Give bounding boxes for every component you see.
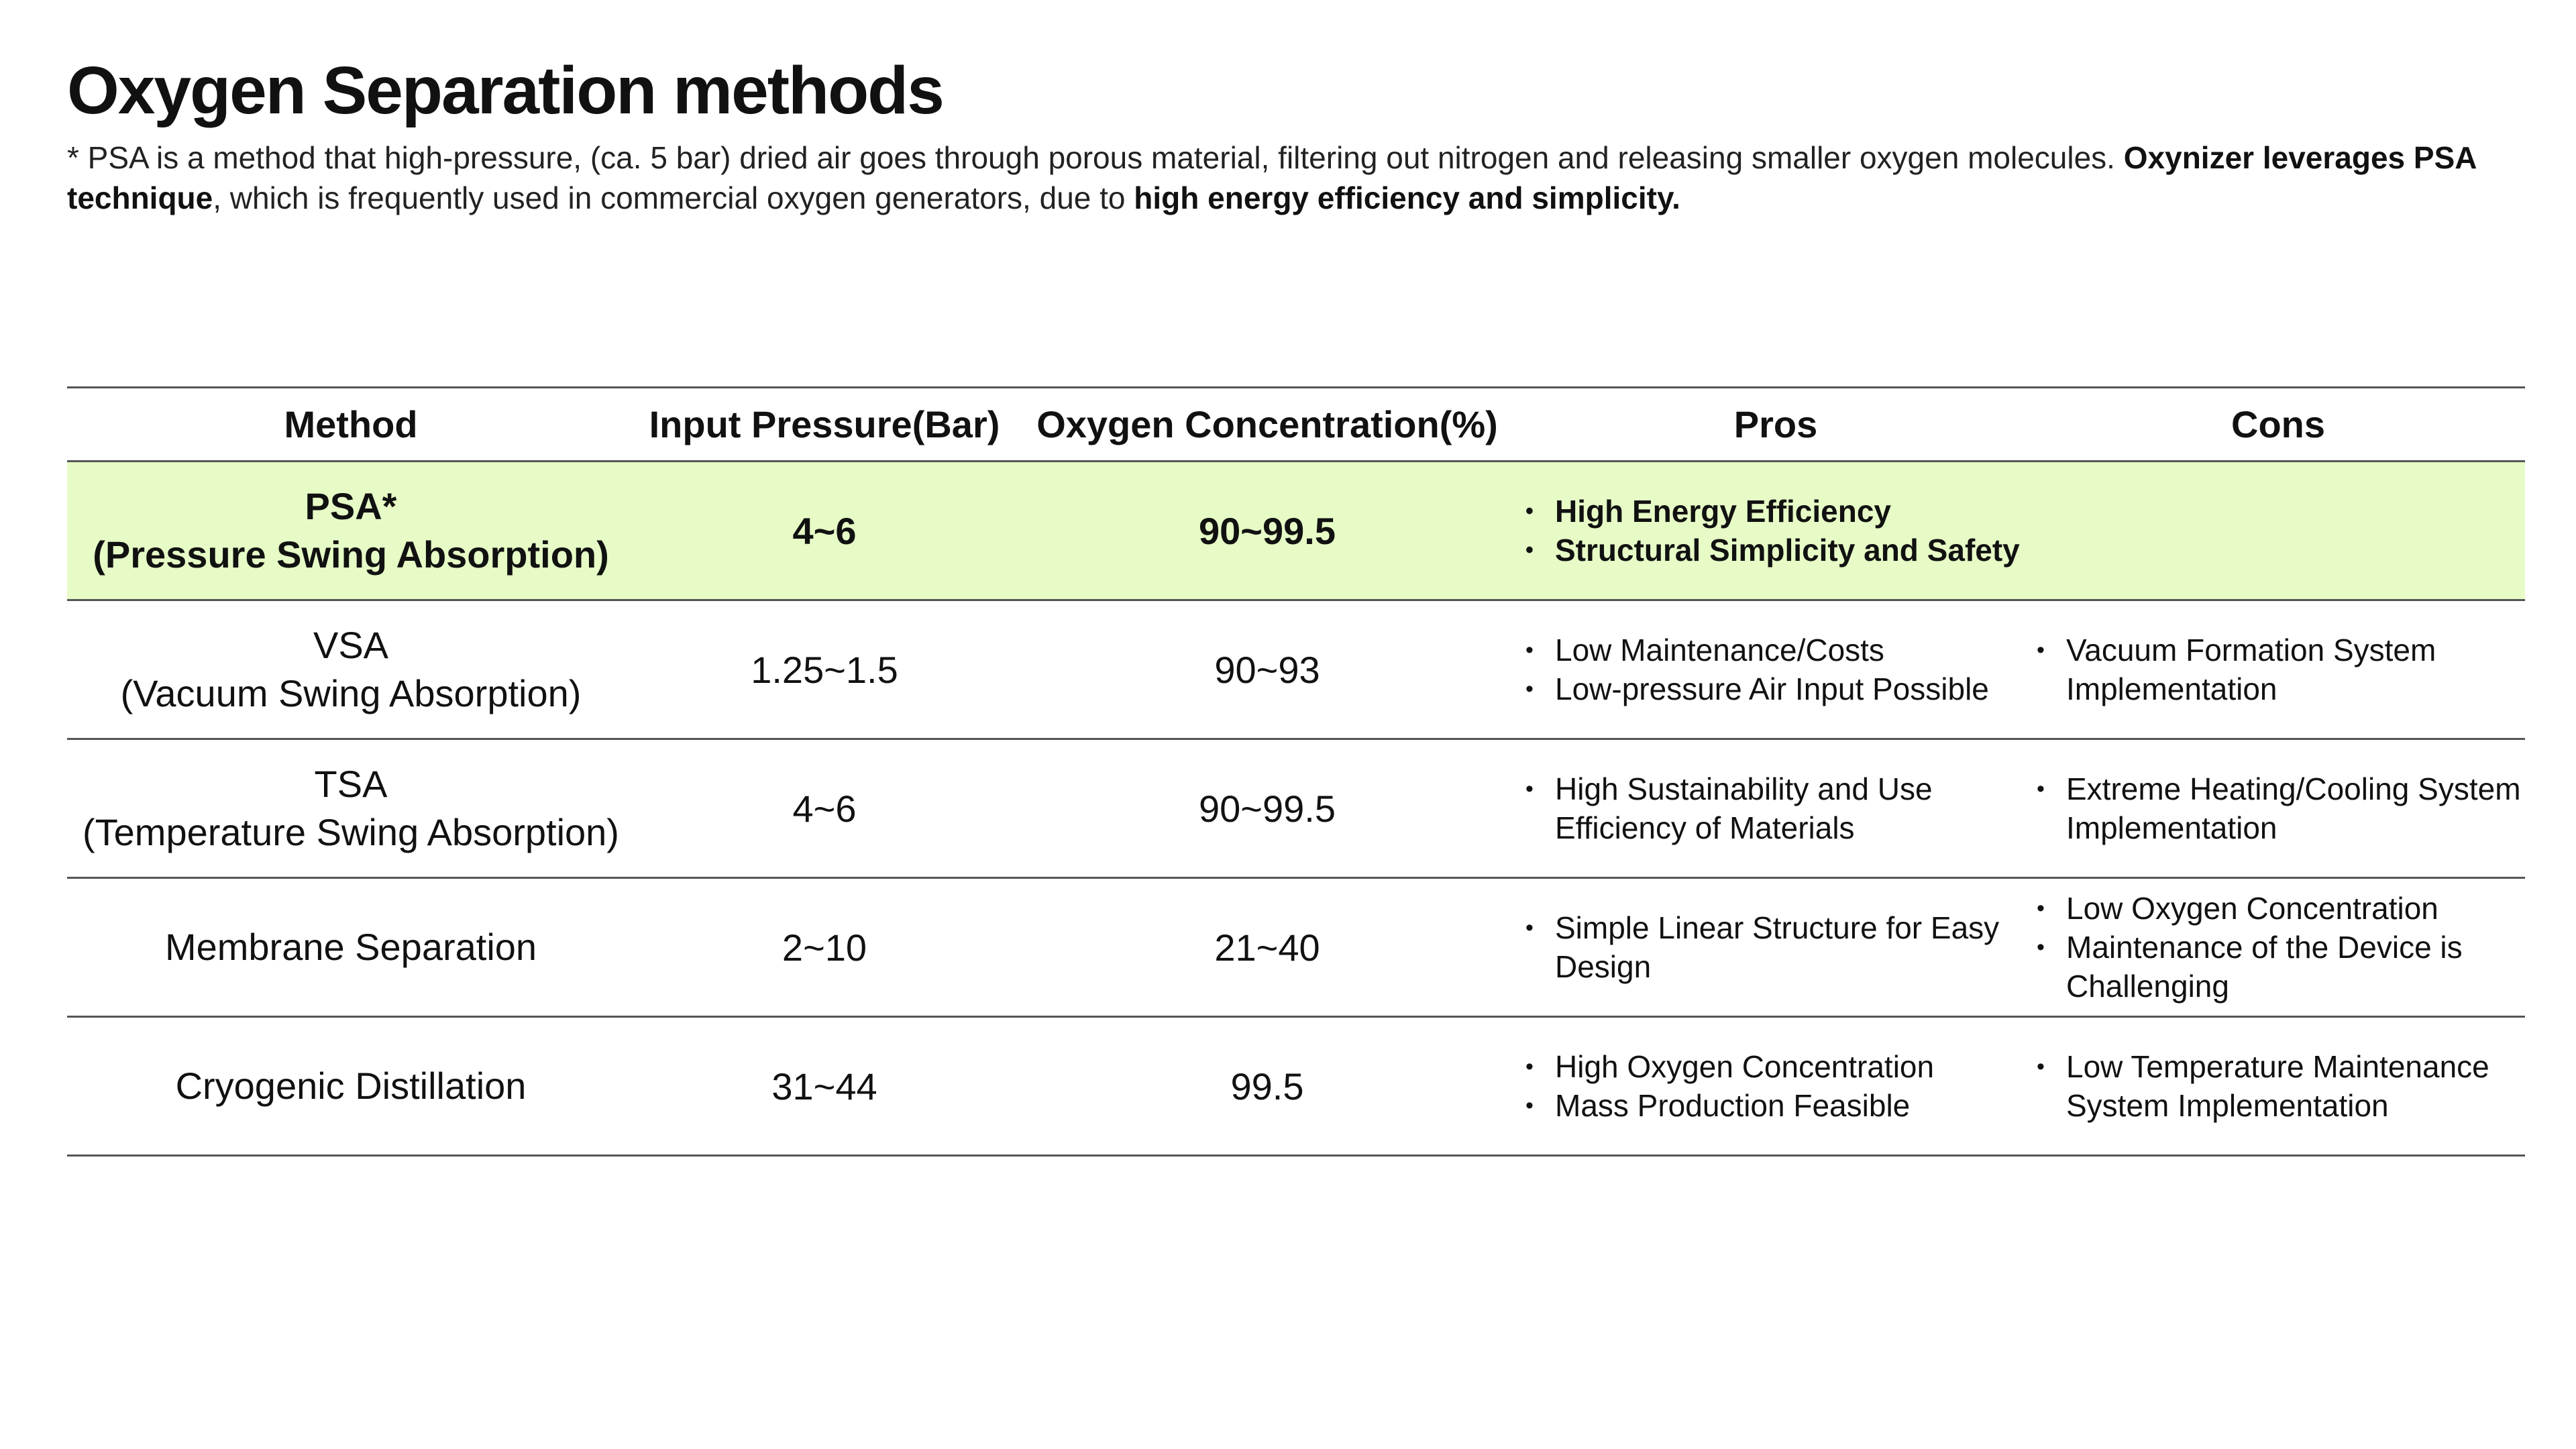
cons-list: Extreme Heating/Cooling System Implement…: [2031, 769, 2525, 847]
con-item: Vacuum Formation System Implementation: [2037, 631, 2525, 708]
table-row: TSA (Temperature Swing Absorption) 4~6 90~9…: [67, 739, 2525, 878]
table-row: PSA* (Pressure Swing Absorption) 4~6 90~99.…: [67, 461, 2525, 600]
pro-item: Low-pressure Air Input Possible: [1525, 669, 2031, 708]
subtitle-bold-2: high energy efficiency and simplicity.: [1134, 180, 1680, 215]
input-pressure-cell: 4~6: [792, 509, 857, 552]
con-item: Maintenance of the Device is Challenging: [2037, 928, 2525, 1006]
method-name: TSA: [314, 763, 388, 805]
pro-item: Simple Linear Structure for Easy Design: [1525, 908, 2031, 986]
header-method: Method: [284, 403, 418, 445]
pros-cell: High Sustainability and Use Efficiency o…: [1520, 739, 2031, 878]
oxygen-concentration-cell: 90~93: [1214, 648, 1320, 691]
header-input-pressure: Input Pressure(Bar): [649, 403, 1000, 445]
cons-list: Low Oxygen ConcentrationMaintenance of t…: [2031, 889, 2525, 1006]
cons-cell: Vacuum Formation System Implementation: [2031, 600, 2525, 739]
methods-table: Method Input Pressure(Bar) Oxygen Concen…: [67, 386, 2525, 1157]
oxygen-concentration-cell: 90~99.5: [1199, 787, 1336, 830]
pros-cell: High Energy EfficiencyStructural Simplic…: [1520, 462, 2031, 600]
header-cons: Cons: [2231, 403, 2325, 445]
pros-list: High Energy EfficiencyStructural Simplic…: [1520, 492, 2031, 570]
method-full-name: (Temperature Swing Absorption): [83, 811, 619, 853]
pro-item: High Oxygen Concentration: [1525, 1047, 2031, 1086]
pros-cell: High Oxygen ConcentrationMass Production…: [1520, 1017, 2031, 1156]
input-pressure-cell: 4~6: [792, 787, 857, 830]
method-cell: Membrane Separation: [67, 878, 635, 1017]
pros-list: High Oxygen ConcentrationMass Production…: [1520, 1047, 2031, 1125]
pro-item: Mass Production Feasible: [1525, 1086, 2031, 1125]
pros-list: Low Maintenance/CostsLow-pressure Air In…: [1520, 631, 2031, 708]
page-title: Oxygen Separation methods: [67, 53, 945, 128]
method-cell: Cryogenic Distillation: [67, 1017, 635, 1156]
pro-item: High Sustainability and Use Efficiency o…: [1525, 769, 2031, 847]
subtitle-text-1: * PSA is a method that high-pressure, (c…: [67, 140, 2124, 175]
cons-list: Low Temperature Maintenance System Imple…: [2031, 1047, 2525, 1125]
con-item: Low Oxygen Concentration: [2037, 889, 2525, 928]
con-item: Extreme Heating/Cooling System Implement…: [2037, 769, 2525, 847]
method-name: Membrane Separation: [164, 926, 537, 968]
oxygen-concentration-cell: 21~40: [1214, 926, 1320, 969]
method-full-name: (Vacuum Swing Absorption): [120, 672, 582, 714]
oxygen-concentration-cell: 90~99.5: [1199, 509, 1336, 552]
table-body: PSA* (Pressure Swing Absorption) 4~6 90~99.…: [67, 461, 2525, 1156]
table-row: VSA (Vacuum Swing Absorption) 1.25~1.5 90~9…: [67, 600, 2525, 739]
oxygen-concentration-cell: 99.5: [1230, 1065, 1304, 1108]
pros-cell: Simple Linear Structure for Easy Design: [1520, 878, 2031, 1017]
input-pressure-cell: 1.25~1.5: [751, 648, 898, 691]
method-full-name: (Pressure Swing Absorption): [93, 533, 609, 576]
cons-cell: [2031, 462, 2525, 600]
input-pressure-cell: 2~10: [782, 926, 867, 969]
pros-list: High Sustainability and Use Efficiency o…: [1520, 769, 2031, 847]
table-row: Cryogenic Distillation 31~44 99.5 High Oxyg…: [67, 1017, 2525, 1156]
input-pressure-cell: 31~44: [771, 1065, 877, 1108]
header-oxygen-concentration: Oxygen Concentration(%): [1036, 403, 1498, 445]
cons-list: Vacuum Formation System Implementation: [2031, 631, 2525, 708]
cons-cell: Low Temperature Maintenance System Imple…: [2031, 1017, 2525, 1156]
pro-item: High Energy Efficiency: [1525, 492, 2031, 531]
method-cell: VSA (Vacuum Swing Absorption): [67, 600, 635, 739]
page-subtitle: * PSA is a method that high-pressure, (c…: [67, 138, 2522, 218]
method-name: PSA*: [305, 485, 397, 527]
pro-item: Structural Simplicity and Safety: [1525, 531, 2031, 570]
pros-cell: Low Maintenance/CostsLow-pressure Air In…: [1520, 600, 2031, 739]
method-cell: TSA (Temperature Swing Absorption): [67, 739, 635, 878]
method-name: VSA: [313, 624, 389, 666]
subtitle-text-2: , which is frequently used in commercial…: [213, 180, 1134, 215]
method-cell: PSA* (Pressure Swing Absorption): [67, 462, 635, 600]
table-header-row: Method Input Pressure(Bar) Oxygen Concen…: [67, 387, 2525, 462]
cons-cell: Low Oxygen ConcentrationMaintenance of t…: [2031, 878, 2525, 1017]
method-name: Cryogenic Distillation: [175, 1065, 527, 1107]
pro-item: Low Maintenance/Costs: [1525, 631, 2031, 669]
header-pros: Pros: [1733, 403, 1818, 445]
con-item: Low Temperature Maintenance System Imple…: [2037, 1047, 2525, 1125]
table-row: Membrane Separation 2~10 21~40 Simple Linea…: [67, 878, 2525, 1017]
pros-list: Simple Linear Structure for Easy Design: [1520, 908, 2031, 986]
cons-cell: Extreme Heating/Cooling System Implement…: [2031, 739, 2525, 878]
subtitle-bold-1: Oxynizer leverages PSA technique: [67, 140, 2476, 215]
